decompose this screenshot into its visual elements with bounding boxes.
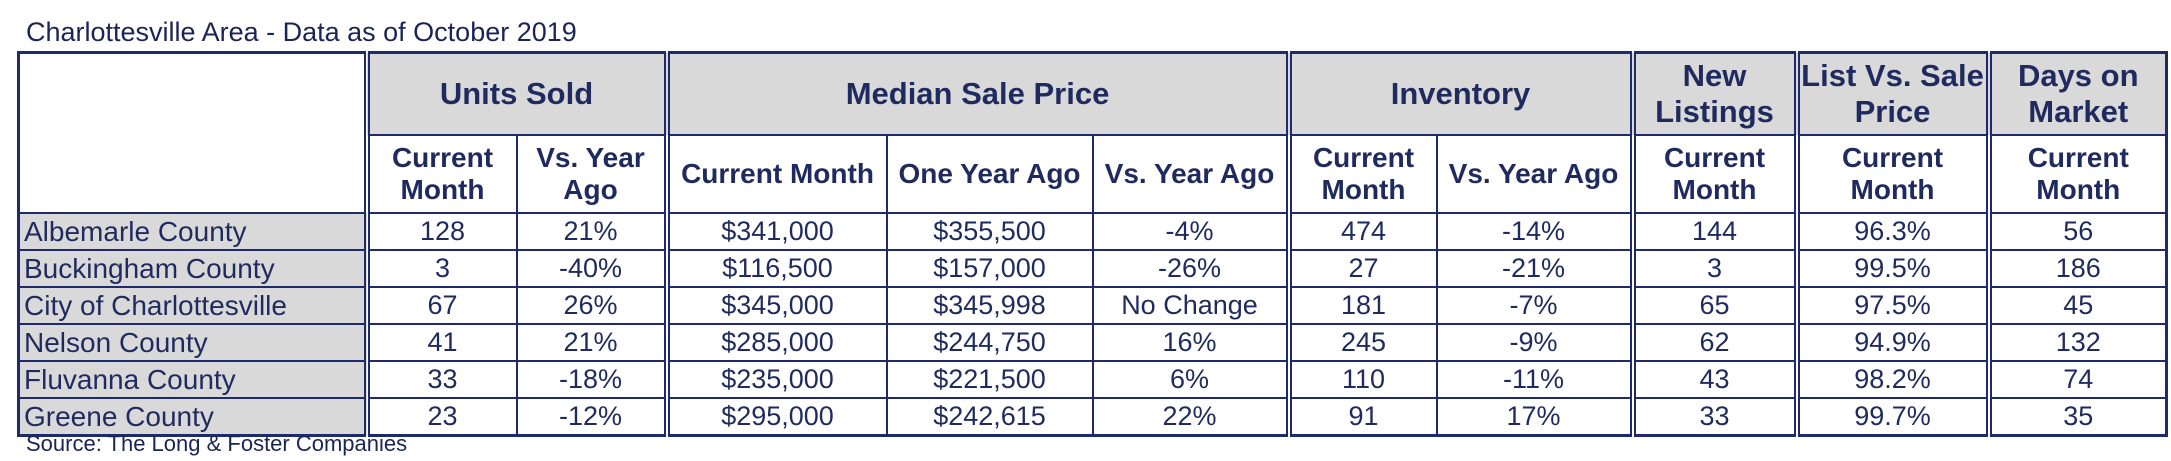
list-vs-sale-value: 99.7% bbox=[1793, 397, 1990, 437]
county-name: Greene County bbox=[17, 397, 368, 437]
corner-cell bbox=[17, 51, 368, 214]
price-vs-year-ago-header: Vs. Year Ago bbox=[1091, 134, 1290, 214]
days-on-market-value: 45 bbox=[1985, 286, 2168, 325]
price-one-year-ago-value: $244,750 bbox=[885, 323, 1094, 362]
units-sold-value: 128 bbox=[363, 212, 518, 251]
units-sold-value: 41 bbox=[363, 323, 518, 362]
units-vs-year-ago-value: 26% bbox=[515, 286, 668, 325]
days-on-market-value: 74 bbox=[1985, 360, 2168, 399]
price-one-year-ago-value: $221,500 bbox=[885, 360, 1094, 399]
inventory-vs-year-ago-value: -21% bbox=[1435, 249, 1634, 288]
list-vs-sale-value: 96.3% bbox=[1793, 212, 1990, 251]
list-vs-sale-value: 94.9% bbox=[1793, 323, 1990, 362]
units-sold-value: 33 bbox=[363, 360, 518, 399]
median-price-value: $295,000 bbox=[663, 397, 888, 437]
inventory-header: Inventory bbox=[1285, 51, 1634, 136]
group-header-row: Units Sold Median Sale Price Inventory N… bbox=[17, 51, 2168, 214]
median-price-value: $116,500 bbox=[663, 249, 888, 288]
price-vs-year-ago-value: -4% bbox=[1091, 212, 1290, 251]
new-listings-value: 3 bbox=[1629, 249, 1798, 288]
list-vs-sale-current-month-header: Current Month bbox=[1793, 134, 1990, 214]
county-name: Nelson County bbox=[17, 323, 368, 362]
table-row: Nelson County 41 21% $285,000 $244,750 1… bbox=[17, 323, 2168, 362]
price-vs-year-ago-value: 22% bbox=[1091, 397, 1290, 437]
units-vs-year-ago-header: Vs. Year Ago bbox=[515, 134, 668, 214]
new-listings-value: 62 bbox=[1629, 323, 1798, 362]
price-vs-year-ago-value: 6% bbox=[1091, 360, 1290, 399]
table-row: Buckingham County 3 -40% $116,500 $157,0… bbox=[17, 249, 2168, 288]
units-vs-year-ago-value: 21% bbox=[515, 323, 668, 362]
price-one-year-ago-value: $242,615 bbox=[885, 397, 1094, 437]
inventory-value: 181 bbox=[1285, 286, 1438, 325]
source-note: Source: The Long & Foster Companies bbox=[26, 431, 408, 456]
inventory-current-month-header: Current Month bbox=[1285, 134, 1438, 214]
new-listings-value: 43 bbox=[1629, 360, 1798, 399]
inventory-vs-year-ago-value: -11% bbox=[1435, 360, 1634, 399]
price-vs-year-ago-value: 16% bbox=[1091, 323, 1290, 362]
price-vs-year-ago-value: -26% bbox=[1091, 249, 1290, 288]
list-vs-sale-value: 99.5% bbox=[1793, 249, 1990, 288]
page-title: Charlottesville Area - Data as of Octobe… bbox=[26, 17, 577, 47]
median-sale-price-header: Median Sale Price bbox=[663, 51, 1290, 136]
new-listings-value: 65 bbox=[1629, 286, 1798, 325]
days-on-market-current-month-header: Current Month bbox=[1985, 134, 2168, 214]
new-listings-value: 33 bbox=[1629, 397, 1798, 437]
price-one-year-ago-header: One Year Ago bbox=[885, 134, 1094, 214]
inventory-vs-year-ago-value: -14% bbox=[1435, 212, 1634, 251]
inventory-value: 474 bbox=[1285, 212, 1438, 251]
inventory-vs-year-ago-value: -9% bbox=[1435, 323, 1634, 362]
sub-header-row: Current Month Vs. Year Ago Current Month… bbox=[19, 134, 2168, 214]
list-vs-sale-value: 98.2% bbox=[1793, 360, 1990, 399]
new-listings-value: 144 bbox=[1629, 212, 1798, 251]
days-on-market-value: 35 bbox=[1985, 397, 2168, 437]
price-vs-year-ago-value: No Change bbox=[1091, 286, 1290, 325]
units-vs-year-ago-value: 21% bbox=[515, 212, 668, 251]
days-on-market-value: 56 bbox=[1985, 212, 2168, 251]
table-row: Fluvanna County 33 -18% $235,000 $221,50… bbox=[17, 360, 2168, 399]
list-vs-sale-price-header: List Vs. Sale Price bbox=[1793, 51, 1990, 136]
median-price-value: $345,000 bbox=[663, 286, 888, 325]
median-price-value: $341,000 bbox=[663, 212, 888, 251]
units-sold-value: 23 bbox=[363, 397, 518, 437]
inventory-value: 27 bbox=[1285, 249, 1438, 288]
inventory-value: 110 bbox=[1285, 360, 1438, 399]
price-one-year-ago-value: $345,998 bbox=[885, 286, 1094, 325]
market-data-table: Units Sold Median Sale Price Inventory N… bbox=[17, 51, 2168, 437]
inventory-vs-year-ago-value: 17% bbox=[1435, 397, 1634, 437]
units-vs-year-ago-value: -40% bbox=[515, 249, 668, 288]
days-on-market-header: Days on Market bbox=[1985, 51, 2168, 136]
units-vs-year-ago-value: -18% bbox=[515, 360, 668, 399]
table-row: Albemarle County 128 21% $341,000 $355,5… bbox=[17, 212, 2168, 251]
price-one-year-ago-value: $355,500 bbox=[885, 212, 1094, 251]
new-listings-current-month-header: Current Month bbox=[1629, 134, 1798, 214]
median-price-value: $235,000 bbox=[663, 360, 888, 399]
inventory-value: 91 bbox=[1285, 397, 1438, 437]
days-on-market-value: 132 bbox=[1985, 323, 2168, 362]
units-current-month-header: Current Month bbox=[363, 134, 518, 214]
county-name: City of Charlottesville bbox=[17, 286, 368, 325]
list-vs-sale-value: 97.5% bbox=[1793, 286, 1990, 325]
units-vs-year-ago-value: -12% bbox=[515, 397, 668, 437]
price-one-year-ago-value: $157,000 bbox=[885, 249, 1094, 288]
inventory-vs-year-ago-header: Vs. Year Ago bbox=[1435, 134, 1634, 214]
table-row: Greene County 23 -12% $295,000 $242,615 … bbox=[17, 397, 2168, 437]
table-row: City of Charlottesville 67 26% $345,000 … bbox=[17, 286, 2168, 325]
units-sold-header: Units Sold bbox=[363, 51, 668, 136]
median-price-value: $285,000 bbox=[663, 323, 888, 362]
units-sold-value: 67 bbox=[363, 286, 518, 325]
county-name: Buckingham County bbox=[17, 249, 368, 288]
price-current-month-header: Current Month bbox=[663, 134, 888, 214]
county-name: Albemarle County bbox=[17, 212, 368, 251]
county-name: Fluvanna County bbox=[17, 360, 368, 399]
new-listings-header: New Listings bbox=[1629, 51, 1798, 136]
units-sold-value: 3 bbox=[363, 249, 518, 288]
days-on-market-value: 186 bbox=[1985, 249, 2168, 288]
inventory-value: 245 bbox=[1285, 323, 1438, 362]
inventory-vs-year-ago-value: -7% bbox=[1435, 286, 1634, 325]
